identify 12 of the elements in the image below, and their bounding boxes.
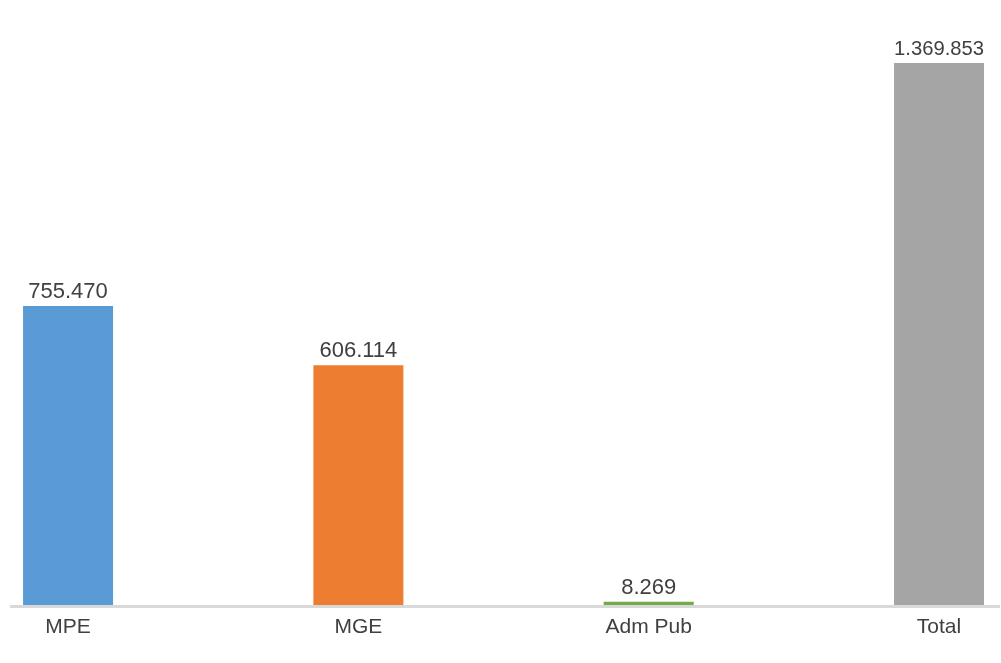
bar	[313, 365, 404, 605]
bar	[23, 306, 114, 605]
data-label: 755.470	[28, 278, 108, 304]
data-label: 606.114	[319, 337, 398, 363]
x-tick-label: MPE	[45, 614, 91, 638]
x-tick-label: MGE	[334, 614, 383, 638]
bar	[894, 63, 985, 605]
data-label: 8.269	[621, 573, 677, 599]
data-label: 1.369.853	[894, 37, 985, 60]
x-tick-label: Total	[916, 614, 962, 638]
x-tick-label: Adm Pub	[605, 614, 692, 638]
bar	[603, 601, 694, 605]
